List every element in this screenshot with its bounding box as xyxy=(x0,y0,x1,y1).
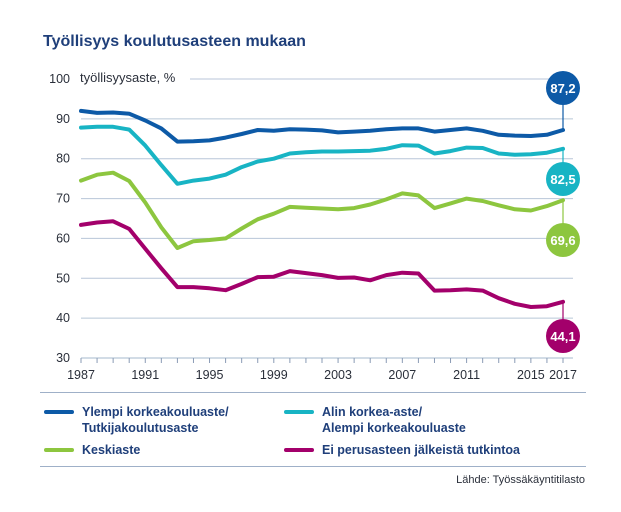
y-tick-60: 60 xyxy=(56,231,70,245)
legend-swatch-keskiaste xyxy=(44,448,74,452)
y-axis-label: työllisyysaste, % xyxy=(80,70,176,85)
legend-label-keskiaste: Keskiaste xyxy=(82,443,141,457)
end-label-ylempi: 87,2 xyxy=(550,81,575,96)
x-tick-1995: 1995 xyxy=(196,368,224,382)
x-tick-2017: 2017 xyxy=(549,368,577,382)
end-badge-ei_perus xyxy=(546,319,580,353)
y-tick-50: 50 xyxy=(56,271,70,285)
chart-title: Työllisyys koulutusasteen mukaan xyxy=(43,33,306,50)
x-tick-2003: 2003 xyxy=(324,368,352,382)
source-separator xyxy=(40,466,586,467)
legend-separator xyxy=(40,392,586,393)
legend-label-ylempi-line1: Ylempi korkeakouluaste/ xyxy=(82,405,229,419)
x-tick-2007: 2007 xyxy=(388,368,416,382)
legend-label-alin-line1: Alin korkea-aste/ xyxy=(322,405,423,419)
x-tick-1987: 1987 xyxy=(67,368,95,382)
x-tick-2011: 2011 xyxy=(453,368,480,382)
y-tick-100: 100 xyxy=(49,72,70,86)
y-tick-80: 80 xyxy=(56,152,70,166)
end-label-alin: 82,5 xyxy=(550,172,575,187)
x-tick-2015: 2015 xyxy=(517,368,545,382)
y-tick-40: 40 xyxy=(56,311,70,325)
legend-swatch-ei-perus xyxy=(284,448,314,452)
y-tick-30: 30 xyxy=(56,351,70,365)
end-badge-keskiaste xyxy=(546,223,580,257)
series-line-keskiaste xyxy=(79,170,565,250)
legend-label-ylempi-line2: Tutkijakoulutusaste xyxy=(82,421,199,435)
series-line-ylempi xyxy=(79,108,565,144)
y-tick-90: 90 xyxy=(56,112,70,126)
end-label-ei_perus: 44,1 xyxy=(550,329,575,344)
end-badge-ylempi xyxy=(546,71,580,105)
source-note: Lähde: Työssäkäyntitilasto xyxy=(456,474,585,486)
x-tick-1999: 1999 xyxy=(260,368,288,382)
legend-item-ei-perus: Ei perusasteen jälkeistä tutkintoa xyxy=(284,442,520,458)
series-line-alin xyxy=(79,124,565,186)
legend-label-alin-line2: Alempi korkeakouluaste xyxy=(322,421,466,435)
legend-item-keskiaste: Keskiaste xyxy=(44,442,141,458)
series-line-ei_perus xyxy=(79,219,565,309)
end-badge-alin xyxy=(546,162,580,196)
legend-swatch-ylempi xyxy=(44,410,74,414)
y-tick-70: 70 xyxy=(56,192,70,206)
end-label-keskiaste: 69,6 xyxy=(550,233,575,248)
x-tick-1991: 1991 xyxy=(131,368,159,382)
legend-label-ei-perus: Ei perusasteen jälkeistä tutkintoa xyxy=(322,443,520,457)
legend-item-alin: Alin korkea-aste/ Alempi korkeakouluaste xyxy=(284,404,466,436)
legend-swatch-alin xyxy=(284,410,314,414)
legend-item-ylempi: Ylempi korkeakouluaste/ Tutkijakoulutusa… xyxy=(44,404,229,436)
